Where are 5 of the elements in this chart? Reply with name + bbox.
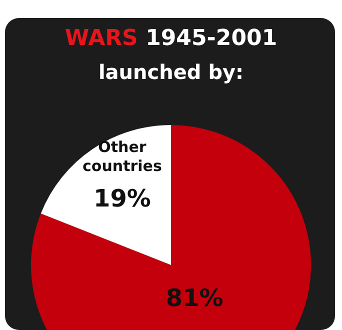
chart-title: WARS 1945-2001 [64, 26, 278, 51]
data-label: 19% [93, 184, 151, 212]
slice-label: Other countries [82, 138, 162, 176]
chart-subtitle: launched by: [97, 60, 245, 84]
data-label: 81% [166, 284, 224, 312]
